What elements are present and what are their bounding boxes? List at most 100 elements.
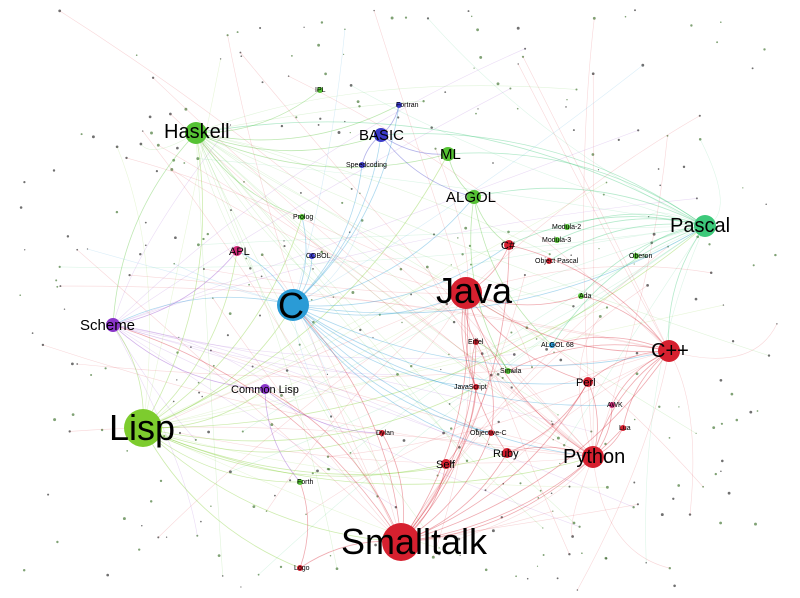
minor-node [776, 323, 778, 325]
edge-c-algol [292, 196, 475, 306]
minor-node [19, 294, 22, 297]
background-edge [470, 225, 706, 265]
edge-pascal-objectpascal [548, 223, 706, 262]
edge-smalltalk-c [292, 304, 402, 543]
minor-node [228, 470, 232, 474]
minor-node [659, 184, 662, 187]
minor-node [624, 15, 627, 18]
minor-node [545, 348, 548, 351]
minor-node [122, 517, 126, 521]
node-python [582, 446, 604, 468]
node-ruby [502, 448, 512, 458]
minor-node [767, 354, 771, 357]
minor-node [90, 373, 93, 377]
minor-node [337, 131, 341, 134]
minor-node [597, 169, 600, 171]
minor-node [480, 352, 484, 355]
edge-pascal-modula3 [556, 218, 706, 241]
edge-c-ruby [292, 304, 508, 454]
minor-node [645, 562, 647, 564]
minor-node [349, 84, 353, 87]
minor-node [165, 536, 168, 538]
minor-node [572, 129, 575, 132]
minor-node [236, 31, 239, 34]
minor-node [209, 349, 212, 352]
node-fortran [396, 102, 402, 108]
edge-haskell-prolog [195, 132, 303, 218]
background-edge [465, 292, 570, 555]
background-edge [112, 124, 231, 326]
background-edge [195, 132, 770, 356]
minor-node [500, 516, 503, 519]
label-javascript: JavaScript [454, 384, 487, 391]
minor-node [344, 28, 346, 31]
minor-node [436, 474, 439, 477]
edge-cpp-python [592, 350, 670, 458]
edge-smalltalk-javascript [400, 386, 477, 543]
minor-node [217, 554, 221, 557]
minor-node [477, 108, 479, 110]
minor-node [19, 206, 23, 209]
graph-nodes [106, 87, 716, 571]
minor-node [602, 193, 605, 196]
background-edge [563, 225, 706, 446]
minor-node [556, 436, 560, 440]
edge-smalltalk-perl [400, 381, 589, 543]
background-edge [112, 324, 592, 432]
minor-node [660, 513, 664, 517]
node-logo [297, 565, 303, 571]
minor-node [668, 437, 671, 439]
minor-node [326, 373, 329, 376]
minor-node [320, 250, 324, 254]
minor-node [635, 351, 639, 355]
background-edge [112, 324, 444, 434]
minor-node [196, 157, 200, 161]
label-c: C [278, 285, 304, 326]
background-edge [258, 225, 706, 575]
minor-node [562, 443, 566, 447]
minor-node [461, 253, 464, 256]
minor-node [207, 430, 210, 434]
minor-node [55, 279, 58, 282]
minor-node [71, 362, 74, 366]
minor-node [492, 162, 494, 164]
background-edge [292, 29, 346, 306]
label-pascal: Pascal [670, 215, 730, 237]
minor-node [535, 338, 538, 340]
minor-node [31, 332, 34, 334]
minor-node [491, 529, 495, 533]
minor-node [52, 169, 56, 172]
edge-lisp-apl [142, 250, 238, 429]
minor-node [688, 513, 692, 516]
minor-node [719, 521, 722, 525]
background-edge [112, 88, 511, 326]
minor-node [774, 253, 777, 257]
edge-smalltalk-cpp [400, 350, 670, 543]
node-lua [620, 425, 626, 431]
edge-objectivec-eiffel [475, 341, 494, 434]
background-edge [350, 85, 706, 227]
minor-node [475, 428, 479, 432]
minor-node [524, 47, 527, 50]
minor-node [509, 87, 512, 90]
label-python: Python [563, 446, 625, 468]
edge-c-python [292, 304, 594, 458]
edge-smalltalk-csharp [400, 244, 510, 543]
background-edge [142, 130, 402, 543]
minor-node [194, 438, 197, 441]
edge-lisp-javascript [142, 386, 477, 442]
minor-node [401, 321, 403, 324]
minor-node [226, 334, 229, 337]
minor-node [465, 459, 469, 463]
minor-node [66, 235, 70, 238]
edge-c-objectivec [292, 304, 492, 434]
label-csharp: C# [501, 240, 516, 252]
edge-smalltalk-commonlisp [264, 388, 402, 543]
minor-node [359, 328, 362, 332]
minor-node [176, 351, 179, 354]
edge-logo-forth [299, 481, 309, 569]
background-edge [112, 48, 526, 326]
minor-node [452, 320, 456, 324]
minor-node [542, 554, 545, 556]
minor-node [200, 520, 202, 523]
